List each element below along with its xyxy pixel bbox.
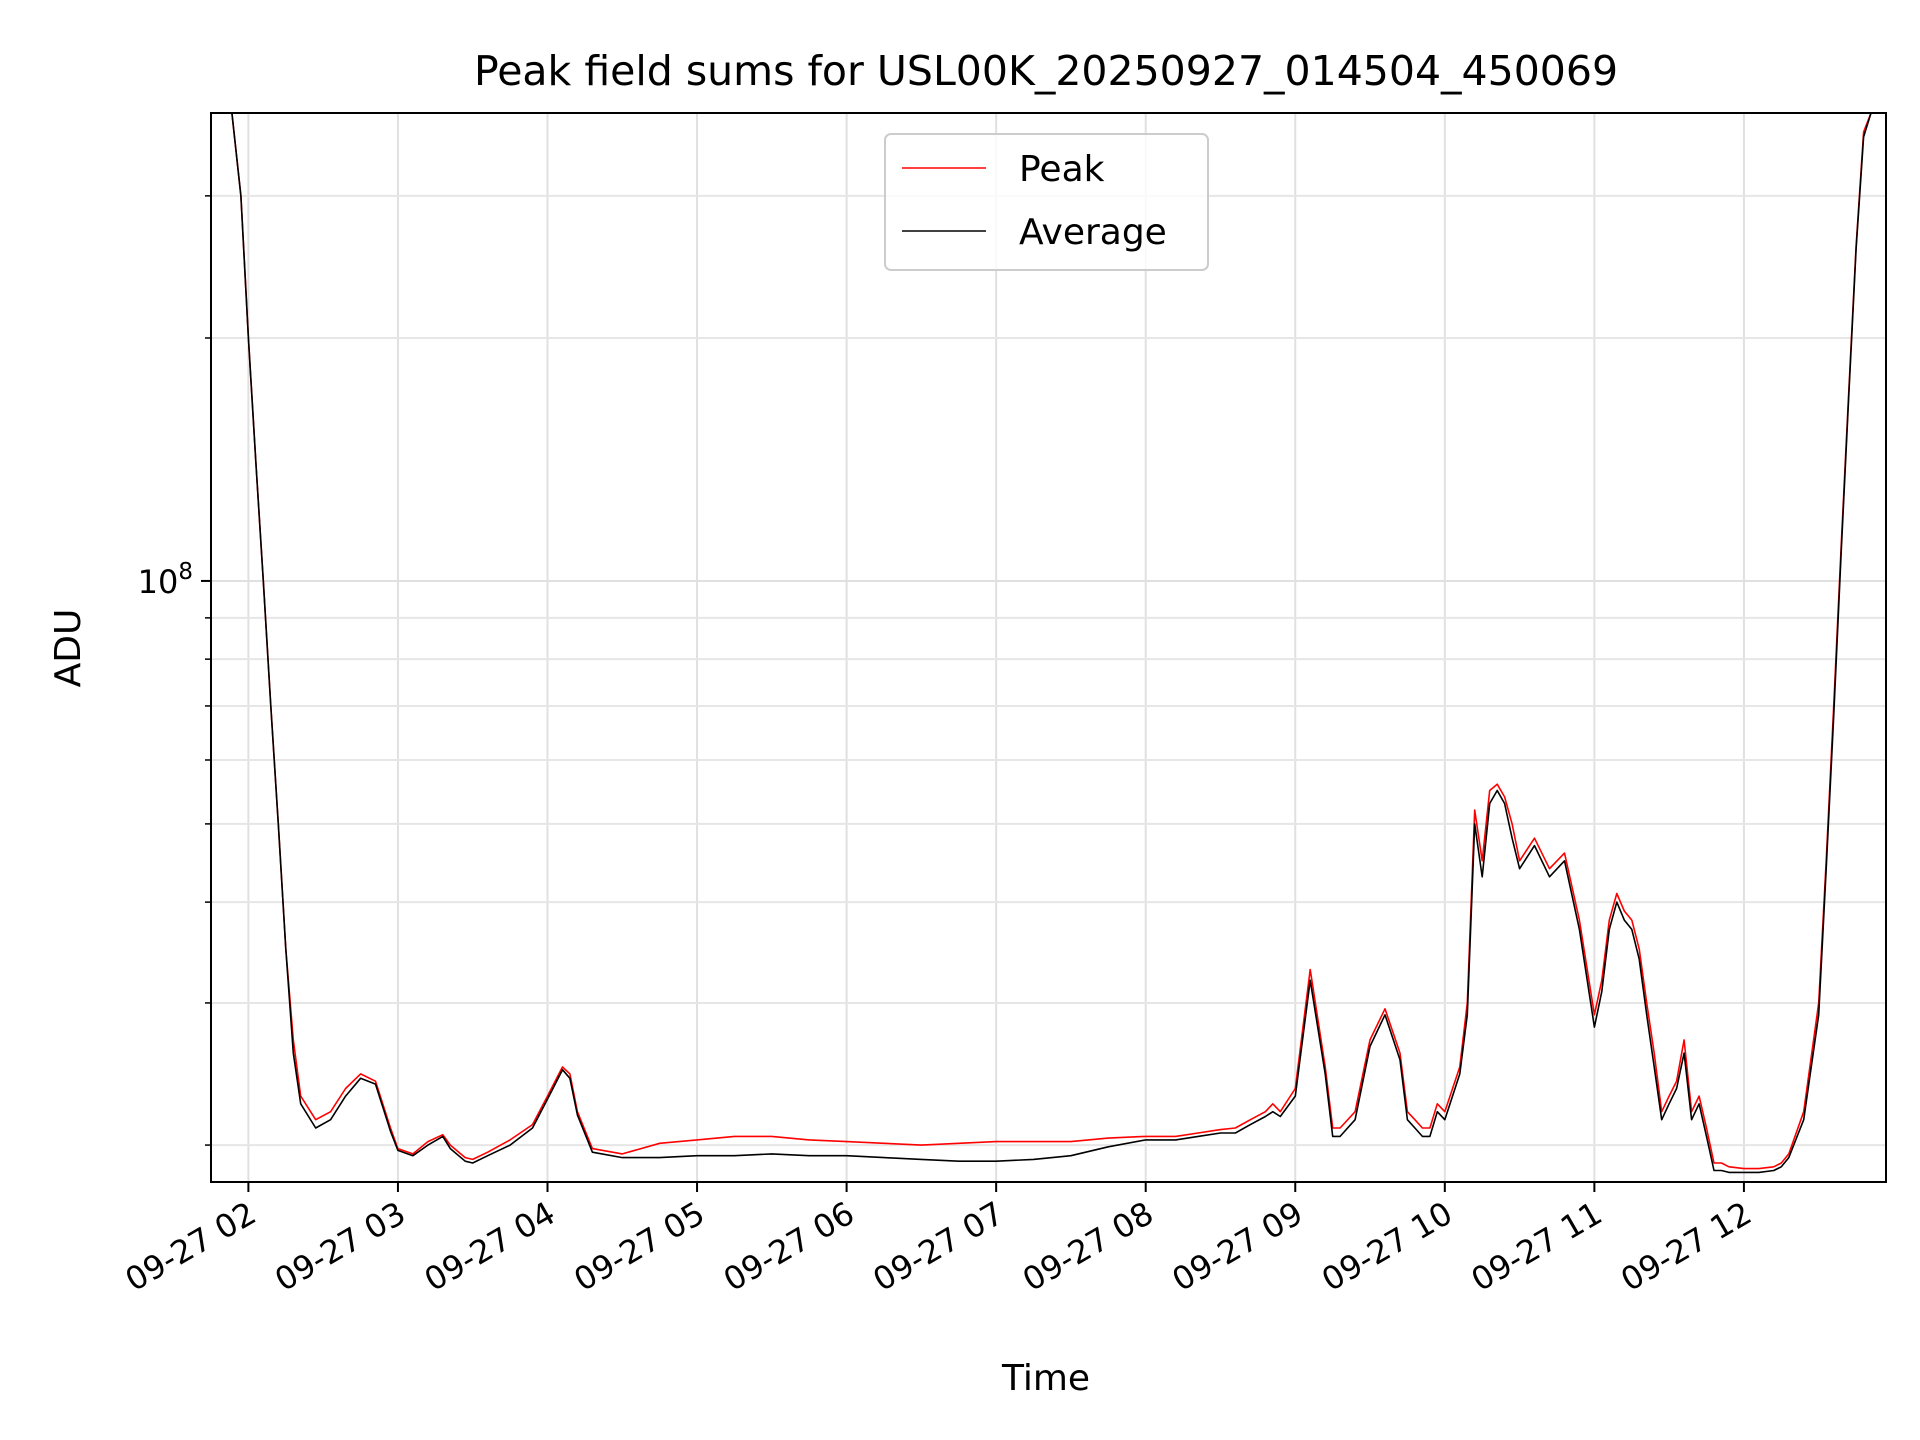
x-tick-label: 09-27 07 bbox=[867, 1194, 1011, 1299]
x-axis-label: Time bbox=[1001, 1358, 1090, 1399]
plot-area bbox=[210, 112, 1887, 1183]
x-tick-label: 09-27 04 bbox=[418, 1194, 562, 1299]
y-axis: 108 bbox=[138, 195, 211, 1146]
x-tick-label: 09-27 08 bbox=[1016, 1194, 1160, 1299]
x-tick-label: 09-27 12 bbox=[1614, 1194, 1758, 1299]
legend-label-average: Average bbox=[1019, 212, 1167, 253]
legend-label-peak: Peak bbox=[1019, 149, 1105, 190]
series-line-average bbox=[211, 113, 1886, 1174]
plot-frame bbox=[210, 112, 1887, 1183]
y-axis-label: ADU bbox=[48, 609, 89, 688]
x-tick-label: 09-27 03 bbox=[268, 1194, 412, 1299]
chart-title: Peak field sums for USL00K_20250927_0145… bbox=[474, 47, 1618, 95]
x-tick-label: 09-27 02 bbox=[119, 1194, 263, 1299]
y-tick-label: 108 bbox=[138, 559, 193, 601]
x-tick-label: 09-27 05 bbox=[567, 1194, 711, 1299]
series-line-peak bbox=[211, 113, 1886, 1170]
x-tick-label: 09-27 11 bbox=[1465, 1194, 1609, 1299]
x-tick-label: 09-27 09 bbox=[1166, 1194, 1310, 1299]
x-tick-label: 09-27 06 bbox=[717, 1194, 861, 1299]
x-axis: 09-27 02 09-27 03 09-27 04 09-27 05 09-27 06… bbox=[119, 1182, 1758, 1299]
grid bbox=[211, 113, 1886, 1182]
x-tick-label: 09-27 10 bbox=[1315, 1194, 1459, 1299]
legend: Peak Average bbox=[884, 133, 1209, 271]
